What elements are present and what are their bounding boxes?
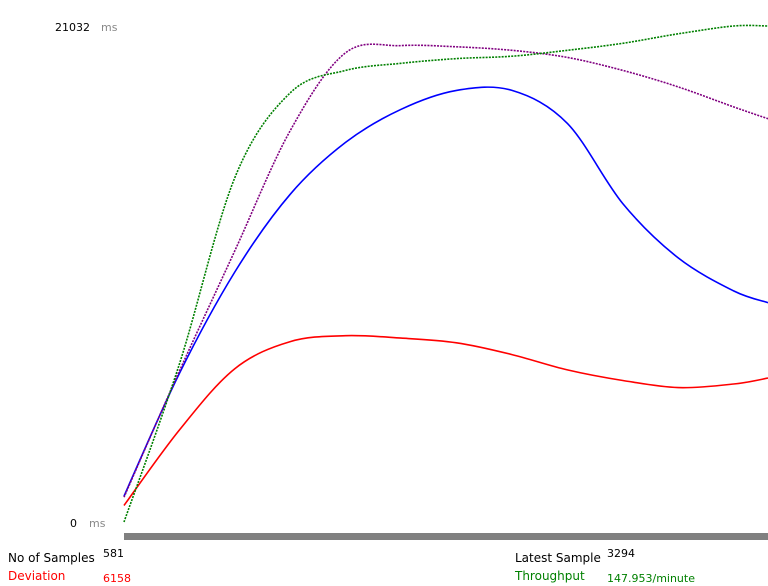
y-axis-min-label: 0 [70,517,77,530]
series-line-deviation [123,334,768,506]
latest-sample-label: Latest Sample [515,551,601,565]
latest-sample-value: 3294 [607,547,635,560]
series-line-throughput [123,24,768,523]
samples-value: 581 [103,547,124,560]
series-line-average [123,86,768,497]
deviation-label: Deviation [8,569,66,583]
y-axis-min-unit: ms [89,517,106,530]
y-axis-max-label: 21032 [55,21,90,34]
performance-chart [123,24,768,540]
series-line-median [123,43,768,498]
deviation-value: 6158 [103,572,131,585]
y-axis-max-unit: ms [101,21,118,34]
throughput-value: 147.953/minute [607,572,695,585]
x-axis-bar [124,533,768,540]
throughput-label: Throughput [515,569,585,583]
samples-label: No of Samples [8,551,95,565]
